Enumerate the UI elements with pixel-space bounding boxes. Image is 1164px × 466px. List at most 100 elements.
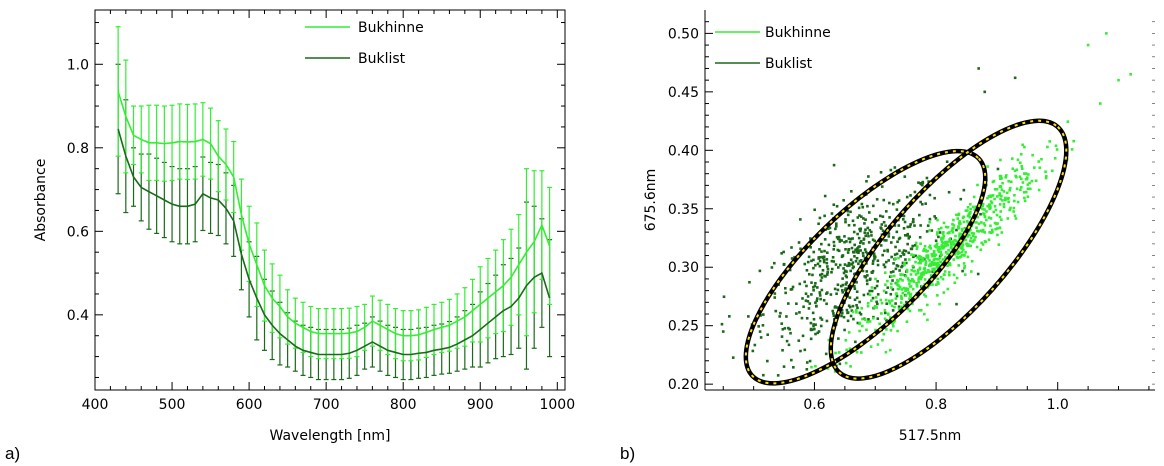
scatter-point (845, 281, 848, 284)
scatter-point (782, 365, 786, 368)
scatter-point (819, 297, 822, 301)
scatter-point (785, 315, 788, 318)
scatter-point (981, 230, 984, 233)
scatter-point (946, 264, 949, 268)
scatter-point (843, 328, 846, 332)
scatter-point (1023, 196, 1026, 200)
scatter-point (901, 273, 904, 276)
scatter-point (1018, 161, 1022, 165)
scatter-point (866, 301, 870, 305)
scatter-point (842, 315, 846, 319)
scatter-point (928, 259, 931, 262)
scatter-point (876, 302, 879, 306)
scatter-point (1018, 175, 1022, 179)
scatter-point (966, 244, 969, 248)
scatter-point (936, 267, 940, 270)
scatter-point (814, 264, 817, 267)
y-tick-label: 0.20 (668, 377, 699, 393)
scatter-point (993, 197, 996, 201)
scatter-point (879, 244, 883, 247)
scatter-point (880, 312, 883, 315)
scatter-point (835, 235, 839, 239)
scatter-point (830, 212, 834, 215)
scatter-point (843, 263, 847, 266)
scatter-point (933, 268, 936, 272)
scatter-point (822, 298, 826, 302)
scatter-point (929, 275, 933, 278)
scatter-point (798, 282, 802, 286)
scatter-point (825, 319, 829, 323)
scatter-point (834, 222, 838, 225)
scatter-point (838, 263, 842, 267)
scatter-point (1016, 200, 1020, 204)
scatter-point (910, 253, 913, 256)
scatter-point (820, 288, 824, 292)
scatter-point (946, 231, 950, 235)
scatter-point (948, 237, 952, 241)
scatter-point (939, 275, 943, 279)
scatter-point (964, 209, 968, 212)
scatter-point (891, 324, 895, 328)
scatter-point (979, 212, 982, 216)
scatter-point (971, 205, 975, 209)
scatter-point (805, 368, 809, 371)
scatter-point (873, 305, 877, 308)
scatter-point (924, 249, 927, 252)
scatter-point (908, 285, 912, 288)
scatter-point (779, 311, 782, 315)
scatter-point (894, 297, 898, 300)
scatter-point (884, 260, 888, 264)
scatter-point (854, 259, 858, 263)
scatter-point (902, 253, 906, 256)
scatter-point (883, 239, 886, 242)
scatter-point (783, 286, 787, 290)
scatter-point (923, 293, 926, 296)
scatter-point (963, 265, 967, 268)
scatter-point (1019, 177, 1023, 181)
scatter-point (922, 273, 926, 276)
scatter-point (890, 286, 893, 289)
scatter-point (999, 158, 1002, 162)
scatter-point (919, 242, 922, 246)
scatter-point (795, 302, 798, 306)
y-tick-label: 0.4 (67, 308, 89, 324)
scatter-point (851, 219, 855, 223)
scatter-point (839, 284, 843, 288)
scatter-point (944, 255, 947, 259)
scatter-point (944, 242, 948, 246)
scatter-point (1021, 143, 1024, 147)
ellipse-dash (744, 150, 987, 385)
scatter-point (905, 261, 908, 265)
scatter-point (922, 271, 925, 274)
scatter-point (761, 324, 765, 327)
scatter-point (844, 287, 848, 290)
scatter-point (888, 348, 892, 352)
scatter-point (935, 233, 939, 236)
scatter-point (878, 322, 881, 326)
scatter-point (1008, 186, 1012, 190)
scatter-point (799, 349, 802, 353)
scatter-point (824, 352, 828, 356)
scatter-point (872, 316, 875, 320)
scatter-point (1027, 173, 1030, 176)
scatter-point (850, 246, 854, 250)
scatter-point (844, 338, 848, 342)
scatter-point (903, 220, 907, 224)
scatter-point (942, 273, 946, 276)
scatter-point (962, 220, 966, 224)
scatter-point (1129, 73, 1132, 76)
scatter-point (869, 230, 873, 234)
scatter-point (815, 299, 819, 303)
scatter-point (865, 328, 868, 332)
scatter-point (862, 242, 865, 245)
scatter-point (826, 271, 829, 274)
scatter-point (944, 257, 947, 260)
scatter-point (751, 349, 755, 353)
scatter-point (923, 278, 927, 281)
scatter-point (934, 283, 938, 287)
scatter-point (862, 238, 866, 241)
scatter-point (881, 338, 884, 342)
scatter-point (1019, 188, 1022, 192)
scatter-point (936, 261, 940, 265)
scatter-point (908, 235, 912, 239)
